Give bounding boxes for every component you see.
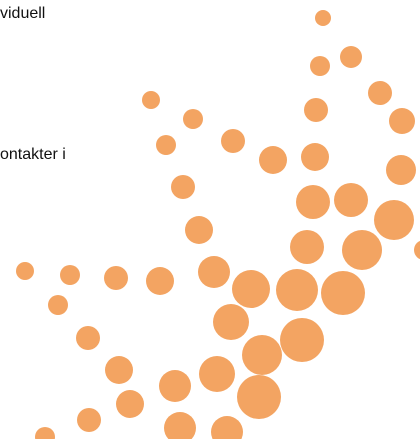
page: viduell ontakter i (() => { const data =…: [0, 0, 420, 439]
dots: [16, 10, 420, 439]
dot-decoration: [0, 0, 420, 439]
